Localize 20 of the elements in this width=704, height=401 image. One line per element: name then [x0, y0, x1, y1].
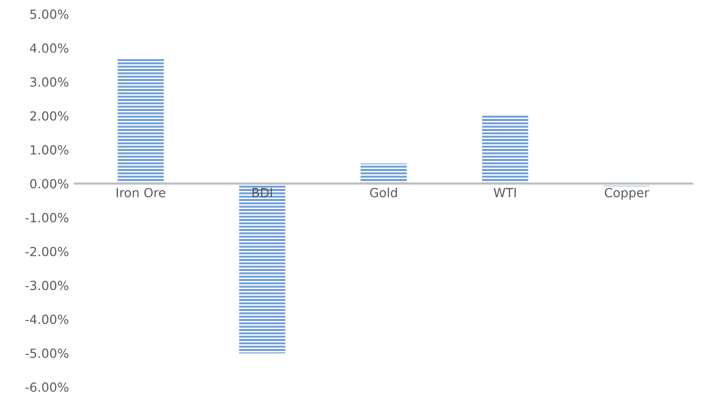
y-tick-label: -1.00% [25, 212, 68, 222]
y-tick-label: -2.00% [25, 246, 68, 256]
bar [118, 59, 164, 184]
y-tick-label: -5.00% [25, 348, 68, 358]
y-tick-label: 2.00% [30, 111, 68, 121]
bar [239, 184, 286, 354]
x-tick-label: Gold [370, 188, 397, 198]
x-tick-label: WTI [494, 188, 516, 198]
bar [482, 114, 528, 184]
bar [360, 164, 407, 184]
x-tick-label: Iron Ore [116, 188, 166, 198]
y-tick-label: 3.00% [30, 77, 68, 87]
x-tick-label: Copper [604, 188, 650, 200]
y-tick-label: -3.00% [25, 280, 68, 290]
y-tick-label: -6.00% [25, 382, 68, 392]
y-tick-label: 0.00% [30, 179, 68, 188]
y-tick-label: -4.00% [25, 314, 68, 324]
y-tick-label: 4.00% [30, 43, 68, 53]
y-tick-label: 5.00% [30, 10, 68, 19]
y-tick-label: 1.00% [30, 145, 68, 155]
